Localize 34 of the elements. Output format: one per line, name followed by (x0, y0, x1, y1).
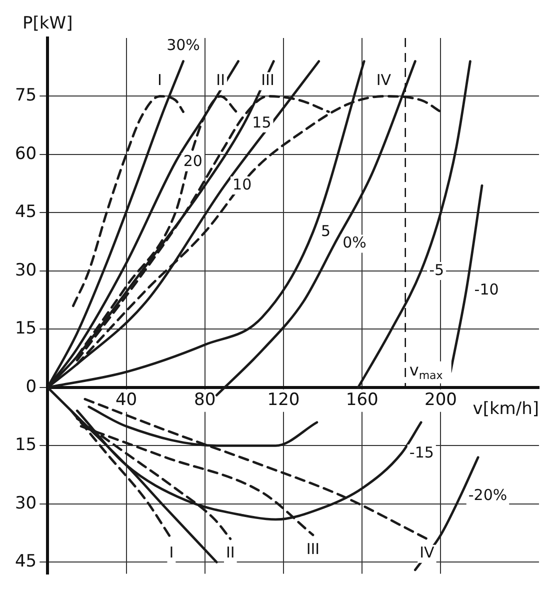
annotation: -20% (468, 486, 508, 504)
annotation: I (157, 71, 162, 90)
y-axis-title: P[kW] (22, 13, 73, 34)
annotation: III (306, 540, 320, 558)
annotation: I (169, 544, 174, 562)
annotation: II (216, 71, 226, 90)
annotation: -15 (409, 443, 434, 462)
y-tick-label: 0 (26, 376, 37, 397)
annotation: 20 (183, 152, 202, 170)
annotation: IV (420, 544, 436, 562)
y-tick-label: 15 (14, 318, 37, 339)
x-tick-label: 200 (424, 390, 457, 410)
y-tick-label: 30 (14, 493, 37, 514)
y-tick-label: 15 (14, 435, 37, 456)
annotation: -5 (429, 260, 444, 279)
y-tick-label: 75 (14, 86, 37, 106)
annotation: 10 (232, 175, 252, 194)
annotation: -10 (474, 280, 499, 298)
x-axis-title: v[km/h] (472, 398, 539, 419)
x-tick-label: 160 (346, 390, 378, 410)
annotation: 15 (252, 113, 272, 132)
annotation: 0% (342, 234, 366, 252)
annotation: II (226, 544, 235, 562)
y-tick-label: 45 (14, 202, 37, 222)
y-tick-label: 60 (14, 144, 37, 164)
x-tick-label: 40 (115, 390, 138, 410)
annotation: IV (376, 71, 392, 90)
annotation: III (261, 71, 274, 90)
x-tick-label: 120 (267, 390, 300, 410)
y-tick-label: 30 (14, 260, 37, 280)
annotation: 30% (166, 36, 200, 54)
x-tick-label: 80 (194, 390, 216, 410)
y-tick-label: 45 (14, 552, 37, 572)
annotation: 5 (320, 222, 331, 240)
